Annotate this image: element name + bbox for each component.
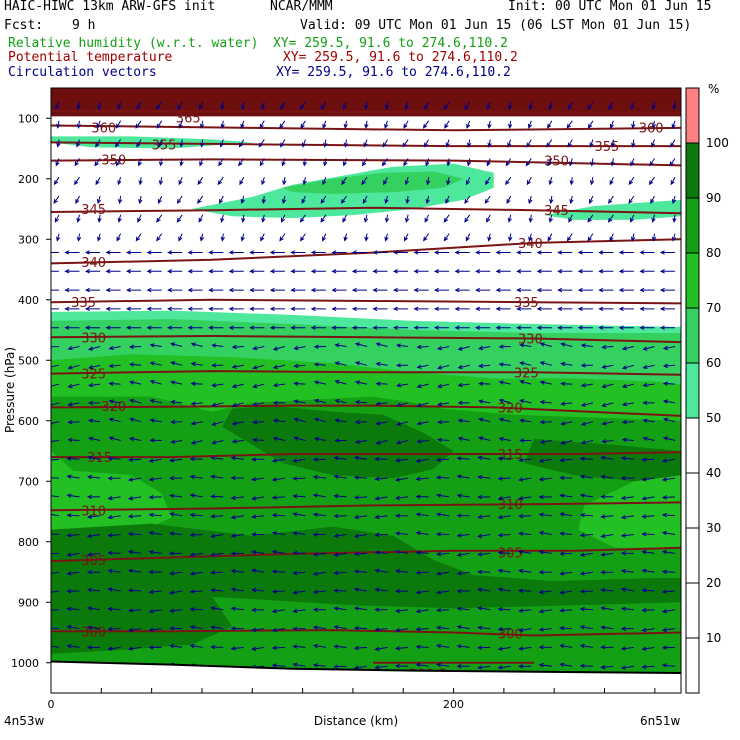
y-tick-label: 500 <box>18 354 39 367</box>
x-right-endpoint: 6n51w <box>640 714 681 728</box>
colorbar-unit: % <box>708 82 719 96</box>
y-tick-label: 100 <box>18 112 39 125</box>
x-axis-label: Distance (km) <box>314 714 398 728</box>
x-tick-label: 0 <box>48 698 55 711</box>
theta-label-360-0: 360 <box>91 121 116 136</box>
theta-label-355-1: 355 <box>595 140 620 155</box>
y-tick-label: 900 <box>18 596 39 609</box>
colorbar-label: 90 <box>706 191 721 205</box>
colorbar-band <box>686 253 699 308</box>
theta-label-305-0: 305 <box>81 554 106 569</box>
colorbar-label: 30 <box>706 521 721 535</box>
y-axis-label: Pressure (hPa) <box>3 347 17 433</box>
colorbar-band <box>686 198 699 253</box>
theta-label-345-0: 345 <box>81 203 106 218</box>
colorbar-label: 100 <box>706 136 729 150</box>
theta-label-300-1: 300 <box>498 628 523 643</box>
theta-label-325-0: 325 <box>81 368 106 383</box>
theta-label-340-0: 340 <box>81 256 106 271</box>
y-axis: 100 200 300 400 500 600 700 800 900 1000 <box>11 112 51 670</box>
y-tick-label: 200 <box>18 173 39 186</box>
x-left-endpoint: 4n53w <box>4 714 45 728</box>
colorbar-label: 10 <box>706 631 721 645</box>
y-tick-label: 300 <box>18 233 39 246</box>
theta-label-310-0: 310 <box>81 504 106 519</box>
colorbar-band <box>686 308 699 363</box>
y-tick-label: 800 <box>18 536 39 549</box>
theta-label-320-0: 320 <box>101 400 126 415</box>
x-tick-label: 200 <box>443 698 464 711</box>
theta-label-360-1: 360 <box>639 121 664 136</box>
theta-label-330-0: 330 <box>81 331 106 346</box>
theta-label-320-1: 320 <box>498 401 523 416</box>
y-tick-label: 400 <box>18 294 39 307</box>
theta-label-325-1: 325 <box>514 366 539 381</box>
theta-label-355-0: 355 <box>152 138 177 153</box>
colorbar-label: 40 <box>706 466 721 480</box>
rh-colorbar: 10 20 30 40 50 60 70 80 90 100 <box>686 88 729 693</box>
theta-label-315-0: 315 <box>87 451 112 466</box>
colorbar-label: 80 <box>706 246 721 260</box>
theta-label-350-0: 350 <box>101 153 126 168</box>
colorbar-label: 70 <box>706 301 721 315</box>
theta-label-315-1: 315 <box>498 448 523 463</box>
plot-area: 365360 360355 355350 350345 345340340335 3353… <box>11 88 681 711</box>
colorbar-label: 20 <box>706 576 721 590</box>
y-tick-label: 600 <box>18 415 39 428</box>
colorbar-band <box>686 88 699 143</box>
colorbar-band <box>686 143 699 198</box>
colorbar-label: 50 <box>706 411 721 425</box>
colorbar-band <box>686 363 699 418</box>
theta-label-310-1: 310 <box>498 498 523 513</box>
colorbar-label: 60 <box>706 356 721 370</box>
y-tick-label: 700 <box>18 475 39 488</box>
theta-label-345-1: 345 <box>544 204 569 219</box>
y-tick-label: 1000 <box>11 657 39 670</box>
